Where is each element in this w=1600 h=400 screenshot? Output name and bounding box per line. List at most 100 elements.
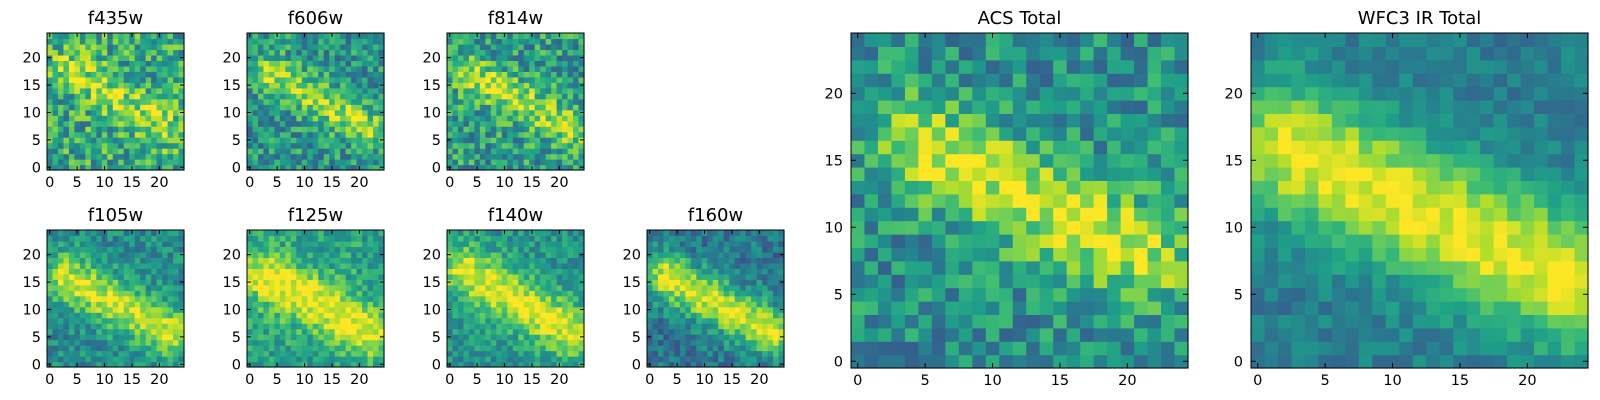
heat-cell <box>252 153 259 160</box>
heat-cell <box>507 87 514 94</box>
heat-cell <box>107 257 114 264</box>
heat-cell <box>178 345 185 352</box>
heat-cell <box>279 104 286 111</box>
heat-cell <box>274 339 281 346</box>
heat-cell <box>529 126 536 133</box>
heat-cell <box>723 356 730 363</box>
heat-cell <box>551 262 558 269</box>
heat-cell <box>323 251 330 258</box>
heat-cell <box>740 268 747 275</box>
heat-cell <box>751 356 758 363</box>
heat-cell <box>162 235 169 242</box>
heat-cell <box>578 159 585 166</box>
heat-cell <box>367 235 374 242</box>
heat-cell <box>362 115 369 122</box>
heat-cell <box>551 295 558 302</box>
heat-cell <box>447 295 454 302</box>
heat-cell <box>663 356 670 363</box>
heat-cell <box>463 361 470 368</box>
x-tick-label: 15 <box>723 372 741 388</box>
heat-cell <box>57 49 65 56</box>
heat-cell <box>501 120 508 127</box>
heat-cell <box>1066 153 1081 168</box>
heat-cell <box>290 159 297 166</box>
heat-cell <box>540 98 547 105</box>
heat-cell <box>1120 234 1135 248</box>
heat-cell <box>173 323 180 330</box>
heat-cell <box>356 350 363 357</box>
heat-cell <box>307 251 314 258</box>
heat-cell <box>279 246 286 253</box>
heat-cell <box>740 350 747 357</box>
heat-cell <box>323 350 330 357</box>
heat-cell <box>173 153 180 160</box>
heat-cell <box>447 262 454 269</box>
heat-cell <box>79 159 86 166</box>
heat-cell <box>247 153 254 160</box>
heat-cell <box>958 207 973 222</box>
heat-cell <box>85 240 92 248</box>
heat-cell <box>356 339 363 346</box>
heat-cell <box>296 279 303 286</box>
heat-cell <box>490 301 497 308</box>
heat-cell <box>340 82 347 89</box>
heat-cell <box>545 148 552 155</box>
heat-cell <box>729 356 736 363</box>
heat-cell <box>285 334 292 341</box>
heat-cell <box>877 354 893 369</box>
heat-cell <box>378 339 385 346</box>
heat-cell <box>257 273 265 280</box>
heat-cell <box>668 345 675 352</box>
heat-cell <box>156 49 163 56</box>
heat-cell <box>318 115 325 122</box>
heat-cell <box>107 164 114 171</box>
heat-cell <box>723 306 730 313</box>
heat-cell <box>518 131 525 138</box>
heat-cell <box>999 193 1014 208</box>
heat-cell <box>356 159 363 166</box>
heat-cell <box>279 49 286 56</box>
heat-cell <box>134 350 141 357</box>
heat-cell <box>263 257 270 264</box>
heat-cell <box>663 262 670 269</box>
heat-cell <box>545 334 552 341</box>
heat-cell <box>151 323 158 330</box>
heat-cell <box>318 279 325 286</box>
heat-cell <box>345 306 352 313</box>
heat-cell <box>68 82 75 89</box>
heat-cell <box>479 159 486 166</box>
heat-cell <box>356 148 363 155</box>
heat-cell <box>173 268 180 275</box>
heat-cell <box>762 284 769 291</box>
heat-cell <box>573 159 580 166</box>
heat-cell <box>556 120 563 127</box>
heat-cell <box>567 350 574 357</box>
heat-cell <box>534 268 541 275</box>
heat-cell <box>367 334 374 341</box>
heat-cell <box>507 98 514 105</box>
heat-cell <box>851 314 866 329</box>
heat-cell <box>1080 260 1095 275</box>
heat-cell <box>68 235 75 242</box>
heat-cell <box>351 334 358 341</box>
heat-cell <box>134 109 141 116</box>
heat-cell <box>1080 274 1095 289</box>
x-tick-label: 15 <box>523 372 541 388</box>
heat-cell <box>534 301 541 308</box>
heat-cell <box>307 334 314 341</box>
heat-cell <box>507 76 514 83</box>
heat-cell <box>674 345 681 352</box>
heat-cell <box>551 273 558 280</box>
heat-cell <box>274 240 281 248</box>
heat-cell <box>463 240 470 248</box>
heat-cell <box>534 361 541 368</box>
heat-cell <box>268 164 275 171</box>
heat-cell <box>679 306 686 313</box>
heat-cell <box>652 306 659 313</box>
heat-cell <box>474 76 481 83</box>
heat-cell <box>167 246 174 253</box>
heat-cell <box>578 49 585 56</box>
heat-cell <box>452 153 459 160</box>
heat-cell <box>257 159 265 166</box>
heat-cell <box>112 137 119 144</box>
